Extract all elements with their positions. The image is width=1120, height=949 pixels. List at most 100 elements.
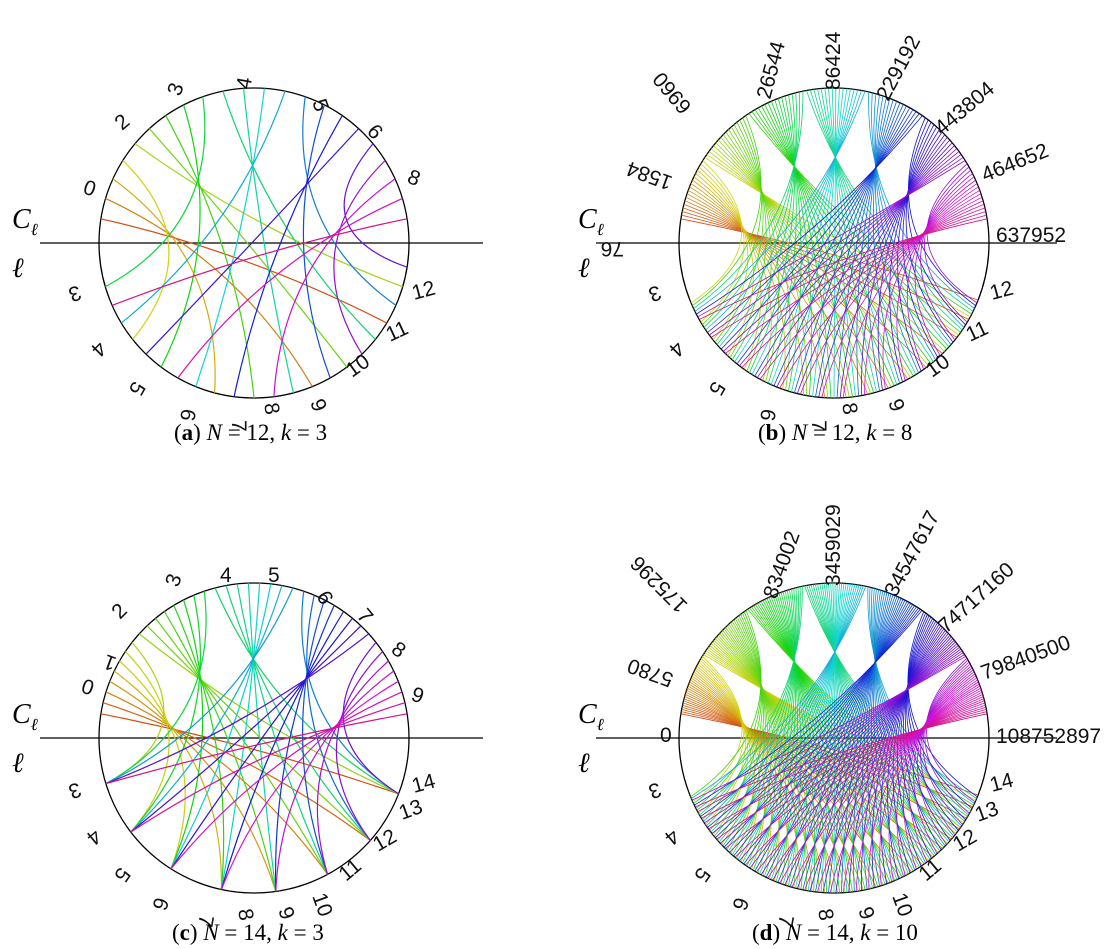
chord-curve	[703, 585, 862, 822]
bottom-label: 11	[334, 854, 365, 886]
panel-c: Cℓ ℓ 0 1 2 3 4 5 6 7 8 9 14 3 4 5 6 7 8 …	[12, 564, 483, 945]
bottom-label: 7	[227, 420, 250, 432]
chord-curve	[802, 598, 902, 890]
top-label: 12	[409, 277, 438, 305]
chord-curve	[105, 713, 408, 785]
chord-curve	[873, 588, 946, 847]
bottom-label: 7	[773, 913, 798, 929]
chord-curve	[682, 211, 958, 338]
chord-curve	[122, 160, 170, 340]
chord-curve	[302, 104, 331, 379]
top-label: 443804	[930, 77, 999, 140]
bottom-label: 6	[727, 894, 753, 913]
top-label: 0	[660, 724, 672, 747]
chord-curve	[699, 218, 988, 320]
chords	[680, 87, 988, 399]
chord-curve	[173, 605, 225, 890]
chord-curve	[842, 683, 980, 893]
bottom-label: 4	[660, 824, 684, 849]
panel-d: Cℓ ℓ 0 5780 175296 834002 3459029 345476…	[578, 504, 1101, 945]
chord-curve	[113, 670, 223, 890]
chord-curve	[897, 620, 937, 867]
chord-curve	[779, 200, 984, 389]
chord-curve	[751, 111, 961, 333]
chord-curve	[828, 596, 898, 893]
chord-curve	[822, 633, 949, 893]
chord-curve	[734, 89, 855, 363]
chord-curve	[796, 142, 953, 394]
chord-curve	[155, 617, 329, 875]
chord-curve	[767, 696, 984, 879]
chord-curve	[784, 638, 954, 886]
chord-curve	[105, 633, 370, 785]
chord-curve	[907, 614, 966, 821]
panel-caption: (a) N = 12, k = 3	[174, 420, 327, 445]
chord-curve	[736, 109, 914, 365]
chord-curve	[708, 646, 948, 844]
chord-curve	[821, 583, 909, 875]
chord-curve	[220, 680, 399, 890]
chord-curve	[236, 583, 329, 875]
chord-curve	[709, 614, 763, 831]
bottom-label: 7	[807, 420, 830, 432]
curve-label: Cℓ	[12, 699, 38, 734]
top-label: 1	[101, 649, 120, 675]
chord-curve	[734, 702, 986, 858]
bottom-label: 14	[987, 768, 1016, 796]
chord-curve	[820, 582, 838, 893]
chord-curve	[767, 102, 874, 393]
chord-curve	[905, 122, 954, 343]
bottom-label: 11	[914, 854, 945, 886]
chord-curve	[723, 605, 915, 848]
chord-curve	[758, 602, 925, 865]
chord-curve	[864, 186, 979, 395]
chord-curve	[130, 595, 202, 833]
chord-curve	[130, 585, 283, 833]
chord-curve	[922, 661, 970, 825]
chords	[680, 582, 988, 894]
bottom-label: 9	[883, 396, 909, 415]
bottom-label: 5	[689, 863, 715, 886]
chord-curve	[903, 671, 975, 870]
chord-curve	[842, 189, 981, 398]
chord-curve	[170, 691, 403, 870]
chord-curve	[697, 160, 966, 318]
bottom-label: 11	[382, 316, 411, 346]
chord-curve	[689, 186, 826, 398]
chord-curve	[177, 197, 403, 379]
top-label: 14	[409, 769, 438, 797]
chord-curve	[700, 163, 745, 323]
bottom-label: 10	[922, 350, 954, 382]
chord-curve	[717, 634, 872, 889]
chord-curve	[861, 593, 892, 890]
chord-curve	[105, 691, 329, 875]
chord-curve	[692, 179, 786, 390]
curve-label: Cℓ	[578, 699, 604, 734]
chord-curve	[720, 111, 917, 350]
chord-curve	[343, 143, 408, 268]
chord-curve	[794, 104, 904, 393]
chord-curve	[920, 169, 972, 341]
chord-curve	[775, 591, 798, 882]
chord-curve	[715, 606, 917, 839]
chord-curve	[690, 679, 813, 892]
top-label: 3	[161, 571, 187, 590]
chord-curve	[813, 89, 950, 348]
chord-curve	[233, 115, 343, 397]
chord-curve	[751, 606, 961, 828]
chord-curve	[714, 119, 764, 343]
chord-curve	[709, 157, 964, 336]
top-label: 8	[404, 165, 423, 191]
chord-curve	[772, 595, 840, 893]
chord-curve	[725, 704, 986, 849]
top-label: 4	[220, 564, 232, 587]
bottom-label: 7	[193, 913, 218, 929]
bottom-label: 5	[109, 863, 135, 886]
chord-curve	[105, 197, 313, 387]
chord-curve	[301, 599, 329, 875]
panel-b: Cℓ ℓ 76 1584 6960 26544 86424 229192 443…	[578, 31, 1066, 445]
chord-curve	[754, 602, 910, 872]
chord-curve	[709, 645, 939, 853]
panel-caption: (c) N = 14, k = 3	[172, 920, 324, 945]
chord-curve	[926, 657, 976, 803]
